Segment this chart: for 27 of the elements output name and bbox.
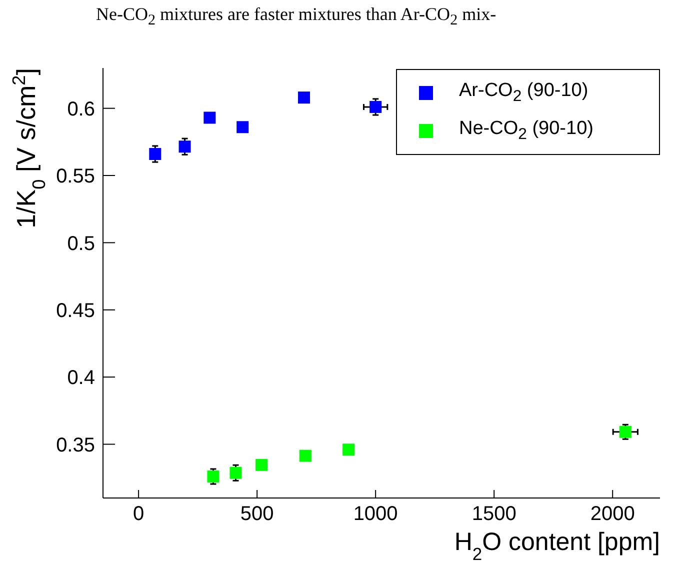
y-tick-label: 0.35 (56, 434, 95, 456)
point (299, 450, 312, 462)
point (230, 466, 242, 479)
point (149, 148, 162, 160)
x-tick-label: 500 (240, 503, 274, 526)
point (298, 92, 310, 104)
x-tick-label: 0 (132, 503, 144, 526)
y-tick-label: 0.45 (56, 300, 95, 322)
point (207, 470, 220, 482)
x-tick-label: 2000 (590, 503, 635, 526)
point (204, 112, 216, 124)
x-tick-label: 1000 (353, 503, 398, 526)
legend-label: Ar-CO$_{2}$ (90-10) (459, 80, 588, 106)
point (619, 426, 632, 438)
y-tick-label: 0.6 (67, 98, 95, 120)
y-tick-label: 0.5 (67, 232, 95, 255)
y-tick-label: 0.55 (56, 166, 95, 188)
point (342, 444, 355, 456)
y-tick-label: 0.4 (67, 367, 95, 390)
point (178, 140, 191, 153)
legend-label: Ne-CO$_{2}$ (90-10) (459, 118, 594, 144)
point (236, 121, 249, 134)
point (256, 458, 268, 471)
x-axis-title: H$_{2}$O content [ppm] (454, 528, 660, 564)
x-tick-label: 1500 (472, 503, 516, 526)
point (370, 100, 382, 113)
text: Ne-CO$_{2}$ mixtures are faster mixtures than Ar-CO$_{2}$ mix- (96, 4, 496, 29)
